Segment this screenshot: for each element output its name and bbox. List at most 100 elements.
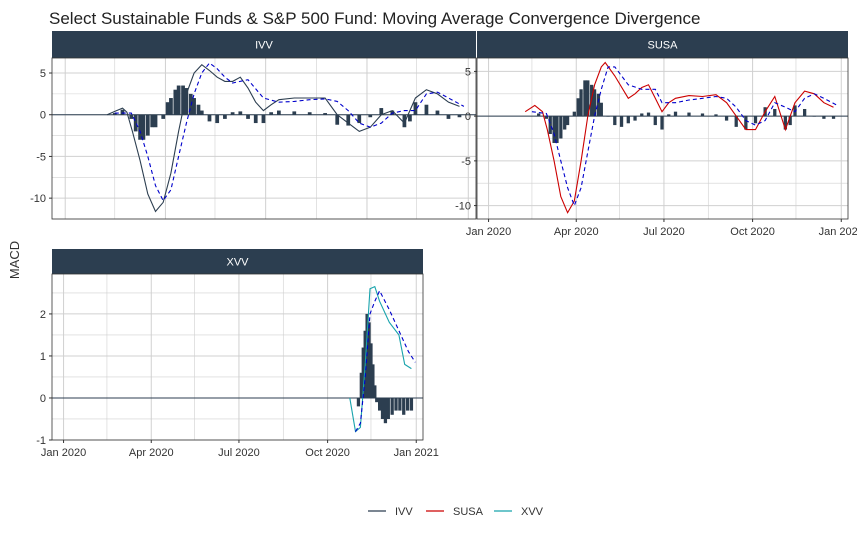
- histogram-bar: [714, 114, 718, 117]
- legend-label: SUSA: [453, 506, 484, 518]
- histogram-bar: [424, 104, 429, 115]
- histogram-bar: [367, 322, 371, 398]
- histogram-bar: [687, 112, 691, 117]
- histogram-bar: [141, 114, 146, 140]
- histogram-bar: [173, 89, 178, 115]
- histogram-bar: [783, 116, 788, 130]
- histogram-bar: [375, 397, 379, 403]
- signal-line: [531, 66, 838, 208]
- histogram-bar: [359, 372, 363, 398]
- histogram-bar: [822, 116, 826, 119]
- histogram-bar: [253, 114, 258, 124]
- histogram-bar: [361, 347, 365, 398]
- histogram-bar: [724, 116, 729, 121]
- histogram-bar: [261, 114, 266, 124]
- histogram-bar: [196, 104, 201, 115]
- histogram-bar: [576, 98, 580, 117]
- histogram-bar: [346, 114, 351, 126]
- y-tick-label: 1: [40, 351, 46, 363]
- histogram-bar: [402, 114, 407, 128]
- histogram-bar: [552, 116, 556, 143]
- histogram-bar: [667, 114, 671, 117]
- histogram-bar: [230, 112, 235, 115]
- y-tick-label: 5: [465, 66, 471, 78]
- histogram: [112, 85, 462, 140]
- histogram-bar: [563, 116, 567, 130]
- histogram-bar: [161, 114, 166, 119]
- histogram-bar: [383, 397, 388, 424]
- x-tick-label: Jan 2021: [819, 226, 857, 238]
- histogram-bar: [646, 112, 651, 117]
- histogram-bar: [323, 113, 327, 115]
- histogram-bar: [409, 397, 414, 411]
- y-tick-label: 2: [40, 309, 46, 321]
- histogram-bar: [626, 116, 630, 124]
- histogram-bar: [368, 114, 373, 118]
- x-tick-label: Jul 2020: [643, 226, 685, 238]
- histogram-bar: [138, 114, 142, 140]
- histogram-bar: [579, 89, 583, 117]
- histogram-bar: [150, 114, 155, 128]
- histogram-bar: [548, 116, 552, 135]
- histogram-bar: [129, 114, 134, 119]
- histogram-bar: [653, 116, 657, 126]
- histogram-bar: [169, 98, 173, 115]
- histogram-bar: [457, 114, 462, 118]
- y-tick-label: -10: [455, 201, 471, 213]
- histogram-bar: [812, 116, 816, 117]
- y-tick-label: -5: [461, 156, 471, 168]
- histogram-bar: [405, 397, 410, 411]
- facet-strip-label: SUSA: [648, 40, 679, 52]
- histogram-bar: [435, 110, 440, 115]
- histogram-bar: [292, 111, 297, 115]
- histogram-bar: [402, 397, 406, 415]
- histogram-bar: [744, 116, 748, 130]
- histogram-bar: [788, 116, 792, 126]
- histogram-bar: [307, 112, 312, 115]
- panel-border: [51, 273, 424, 441]
- histogram-bar: [269, 112, 274, 115]
- x-tick-label: Jan 2020: [466, 226, 511, 238]
- facet-strip: [52, 31, 476, 58]
- histogram-bar: [199, 110, 204, 115]
- histogram-bar: [660, 116, 664, 130]
- histogram-bar: [559, 116, 563, 139]
- y-tick-label: 0: [40, 110, 46, 122]
- histogram: [537, 80, 836, 143]
- histogram-bar: [192, 98, 196, 115]
- histogram-bar: [120, 109, 125, 115]
- chart-title: Select Sustainable Funds & S&P 500 Fund:…: [49, 9, 700, 28]
- macd-line: [106, 63, 460, 213]
- histogram-bar: [773, 108, 777, 117]
- x-tick-label: Jan 2021: [394, 447, 439, 459]
- y-tick-label: 0: [465, 111, 471, 123]
- histogram-bar: [592, 89, 597, 117]
- legend-label: IVV: [395, 506, 413, 518]
- macd-line: [349, 285, 412, 433]
- panel-ivv: IVV -10 -5 0 5: [30, 31, 477, 220]
- legend-item-xvv: XVV: [494, 506, 544, 518]
- x-tick-label: Jan 2020: [41, 447, 86, 459]
- histogram-bar: [753, 116, 758, 124]
- histogram-bar: [802, 108, 807, 117]
- histogram-bar: [640, 113, 644, 117]
- y-tick-label: -1: [36, 435, 46, 447]
- signal-line: [114, 62, 465, 202]
- histogram-bar: [223, 114, 227, 119]
- facet-strip: [477, 31, 848, 58]
- histogram-bar: [413, 102, 418, 115]
- histogram-bar: [145, 114, 150, 136]
- histogram-bar: [371, 364, 375, 398]
- histogram-bar: [831, 116, 836, 119]
- x-tick-label: Jul 2020: [218, 447, 260, 459]
- histogram-bar: [276, 110, 281, 115]
- histogram-bar: [398, 397, 402, 411]
- x-tick-label: Apr 2020: [129, 447, 174, 459]
- histogram-bar: [356, 397, 361, 407]
- y-axis-label: MACD: [7, 241, 22, 279]
- histogram-bar: [165, 102, 170, 115]
- panel-border: [51, 57, 477, 220]
- panel-border: [476, 57, 849, 220]
- histogram-bar: [380, 397, 385, 419]
